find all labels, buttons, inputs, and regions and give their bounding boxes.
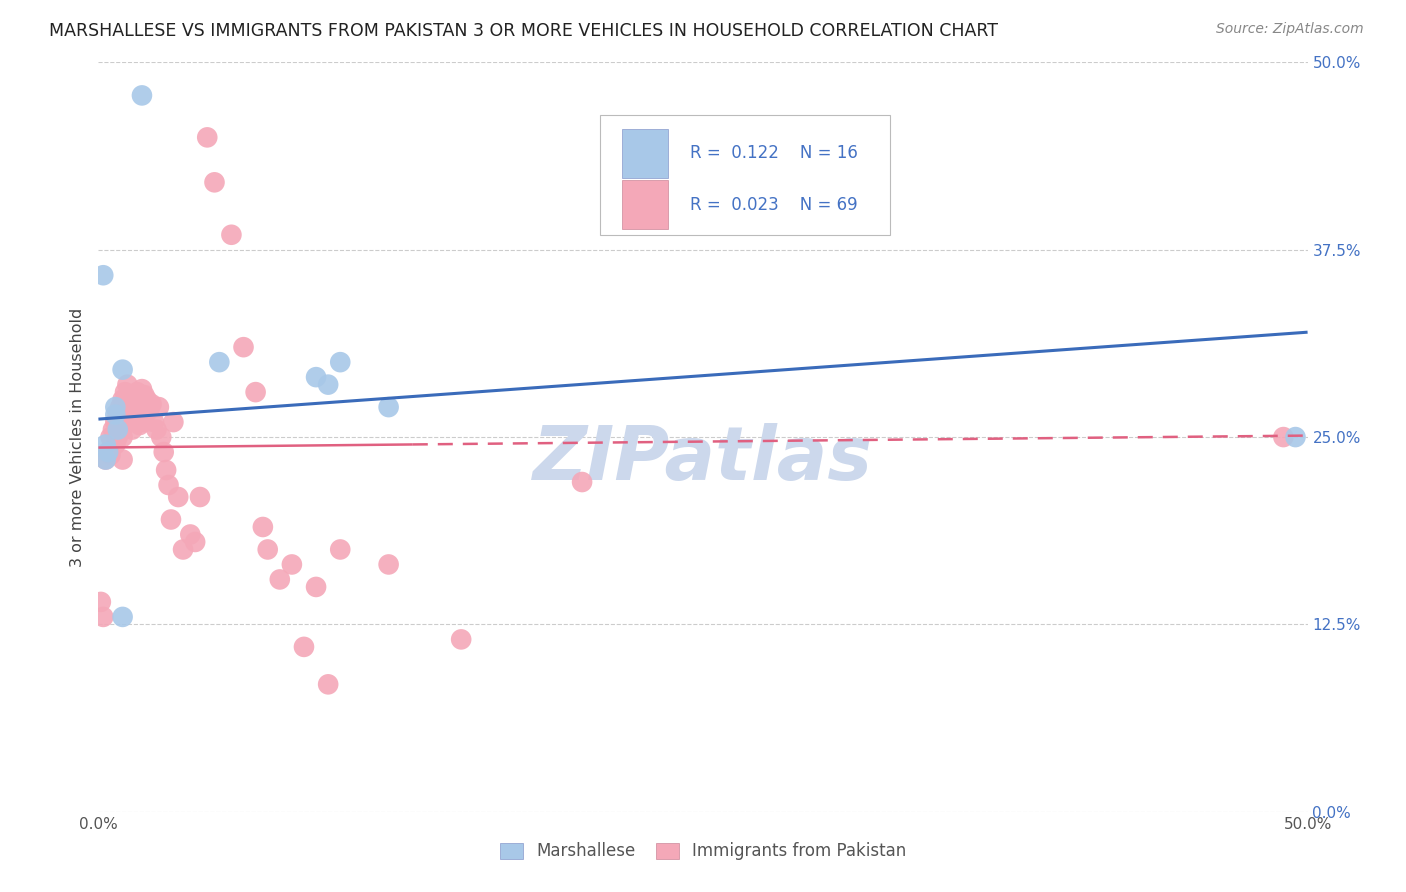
Point bbox=[141, 397, 163, 411]
Point bbox=[111, 408, 134, 422]
Point bbox=[131, 408, 153, 422]
Point bbox=[316, 377, 339, 392]
Point bbox=[107, 408, 129, 422]
Point bbox=[114, 385, 136, 400]
Point bbox=[104, 415, 127, 429]
Point bbox=[118, 415, 141, 429]
Point bbox=[204, 175, 226, 189]
Point bbox=[329, 355, 352, 369]
Point bbox=[188, 490, 211, 504]
Point bbox=[104, 400, 127, 414]
Point bbox=[111, 610, 134, 624]
Point bbox=[232, 340, 254, 354]
Point bbox=[134, 388, 156, 402]
Point bbox=[157, 478, 180, 492]
Text: MARSHALLESE VS IMMIGRANTS FROM PAKISTAN 3 OR MORE VEHICLES IN HOUSEHOLD CORRELAT: MARSHALLESE VS IMMIGRANTS FROM PAKISTAN … bbox=[49, 22, 998, 40]
Point bbox=[269, 573, 291, 587]
Point bbox=[94, 452, 117, 467]
Point bbox=[208, 355, 231, 369]
Point bbox=[118, 388, 141, 402]
Point bbox=[148, 400, 170, 414]
Text: R =  0.023    N = 69: R = 0.023 N = 69 bbox=[690, 196, 858, 214]
Point bbox=[305, 580, 328, 594]
Point bbox=[108, 418, 131, 433]
Point bbox=[195, 130, 218, 145]
FancyBboxPatch shape bbox=[600, 115, 890, 235]
Point bbox=[316, 677, 339, 691]
Point bbox=[97, 445, 120, 459]
Point bbox=[256, 542, 278, 557]
Point bbox=[101, 423, 124, 437]
Point bbox=[377, 400, 399, 414]
Point bbox=[172, 542, 194, 557]
Point bbox=[131, 88, 153, 103]
Point bbox=[252, 520, 274, 534]
FancyBboxPatch shape bbox=[621, 180, 668, 229]
Point bbox=[281, 558, 304, 572]
Point bbox=[128, 392, 150, 407]
Point bbox=[127, 385, 149, 400]
Point bbox=[245, 385, 267, 400]
Y-axis label: 3 or more Vehicles in Household: 3 or more Vehicles in Household bbox=[70, 308, 86, 566]
Point bbox=[135, 392, 157, 407]
Point bbox=[117, 377, 139, 392]
Point bbox=[91, 610, 114, 624]
Point bbox=[111, 430, 134, 444]
Point bbox=[91, 268, 114, 283]
Point bbox=[143, 415, 166, 429]
Point bbox=[124, 415, 146, 429]
Point bbox=[134, 415, 156, 429]
Point bbox=[121, 397, 143, 411]
Point bbox=[94, 452, 117, 467]
Point bbox=[100, 430, 122, 444]
Point bbox=[150, 430, 173, 444]
Point bbox=[377, 558, 399, 572]
Point bbox=[179, 527, 201, 541]
Point bbox=[108, 400, 131, 414]
Point bbox=[111, 362, 134, 376]
Point bbox=[100, 448, 122, 462]
Point bbox=[94, 437, 117, 451]
Point bbox=[305, 370, 328, 384]
Text: R =  0.122    N = 16: R = 0.122 N = 16 bbox=[690, 145, 858, 162]
Text: ZIPatlas: ZIPatlas bbox=[533, 423, 873, 496]
Point bbox=[160, 512, 183, 526]
Point bbox=[221, 227, 243, 242]
Point bbox=[124, 388, 146, 402]
Point bbox=[152, 445, 174, 459]
Point bbox=[131, 382, 153, 396]
Point bbox=[1272, 430, 1295, 444]
Point bbox=[571, 475, 593, 489]
Point bbox=[128, 418, 150, 433]
Point bbox=[162, 415, 184, 429]
Point bbox=[155, 463, 177, 477]
Point bbox=[121, 423, 143, 437]
Point bbox=[97, 445, 120, 459]
Point bbox=[111, 452, 134, 467]
Legend: Marshallese, Immigrants from Pakistan: Marshallese, Immigrants from Pakistan bbox=[494, 836, 912, 867]
Point bbox=[114, 415, 136, 429]
Point bbox=[145, 423, 167, 437]
Point bbox=[127, 412, 149, 426]
Point bbox=[90, 595, 112, 609]
Point bbox=[138, 403, 160, 417]
Point bbox=[292, 640, 315, 654]
Point bbox=[1284, 430, 1306, 444]
FancyBboxPatch shape bbox=[621, 129, 668, 178]
Point bbox=[117, 403, 139, 417]
Point bbox=[104, 437, 127, 451]
Point bbox=[107, 430, 129, 444]
Point bbox=[329, 542, 352, 557]
Point bbox=[111, 392, 134, 407]
Point bbox=[184, 535, 207, 549]
Point bbox=[107, 423, 129, 437]
Point bbox=[104, 408, 127, 422]
Point bbox=[450, 632, 472, 647]
Point bbox=[167, 490, 190, 504]
Text: Source: ZipAtlas.com: Source: ZipAtlas.com bbox=[1216, 22, 1364, 37]
